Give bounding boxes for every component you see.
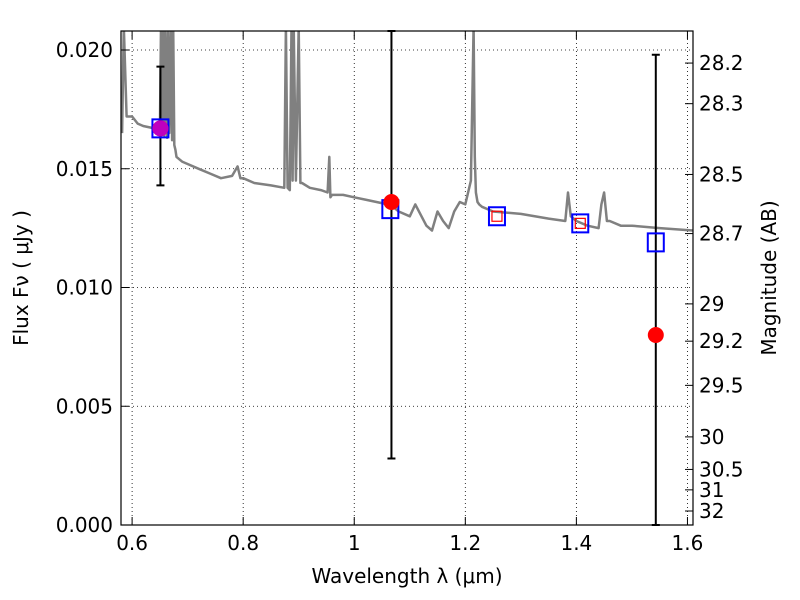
y-tick-label: 0.015 [56,157,113,181]
y2-tick-label: 32 [699,499,724,523]
y2-tick-label: 30.5 [699,457,744,481]
observed-flux-point-purple [152,120,169,137]
y2-tick-label: 29.5 [699,373,744,397]
x-tick-label: 1.2 [449,531,481,555]
y-tick-label: 0.010 [56,276,113,300]
y2-tick-label: 28.2 [699,51,744,75]
observed-flux-point [647,327,664,343]
model-flux-box [646,232,665,253]
x-tick-label: 1.6 [672,531,704,555]
axes: 0.6 0.8 1 1.2 1.4 1.6 0.000 0.005 0.010 0.015 0.02… [56,31,744,555]
y2-tick-label: 28.3 [699,92,744,116]
x-tick-label: 1.4 [560,531,592,555]
y-tick-label: 0.005 [56,394,113,418]
y-tick-label: 0.020 [56,38,113,62]
plot-frame [120,30,694,526]
plot-area [121,31,693,232]
model-spectrum-line [121,31,693,232]
y-tick-label: 0.000 [56,513,113,537]
y2-tick-label: 29.2 [699,329,744,353]
marker-layer [151,30,665,526]
model-flux-box [571,213,590,234]
y2-tick-label: 31 [699,478,724,502]
upper-limit-marker [574,217,586,229]
model-flux-box [487,206,506,227]
upper-limit-marker [491,210,503,222]
x-tick-label: 1 [348,531,361,555]
y-axis-label: Flux Fν ( μJy ) [9,210,33,346]
grid-lines [121,31,693,526]
y2-tick-label: 30 [699,425,724,449]
y2-tick-label: 29 [699,292,724,316]
x-tick-label: 0.8 [227,531,259,555]
y2-axis-label: Magnitude (AB) [757,200,781,355]
y2-tick-label: 28.7 [699,222,744,246]
x-tick-label: 0.6 [116,531,148,555]
observed-flux-point [383,194,400,210]
y2-tick-label: 28.5 [699,162,744,186]
x-axis-label: Wavelength λ (μm) [311,564,502,588]
